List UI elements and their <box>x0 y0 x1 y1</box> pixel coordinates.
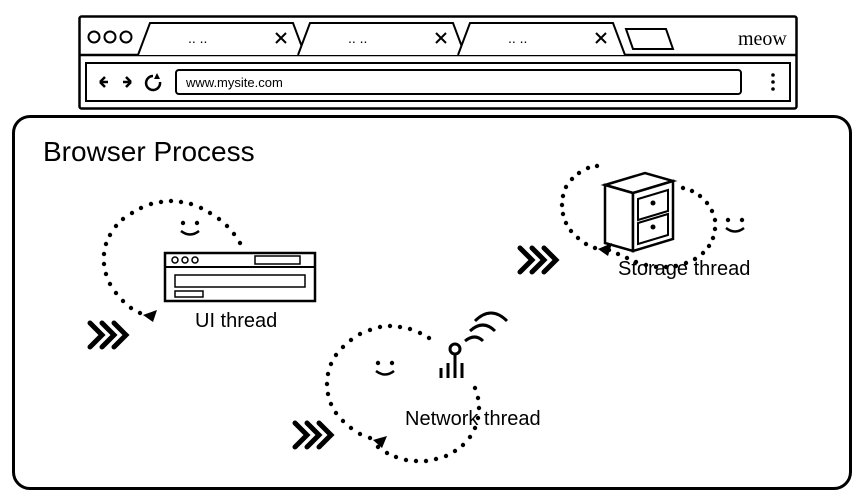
browser-process-box: Browser Process <box>12 115 852 490</box>
storage-thread-label: Storage thread <box>618 258 750 281</box>
storage-thread-icon <box>605 173 673 251</box>
network-thread-label: Network thread <box>405 408 541 431</box>
network-thread-icon <box>441 313 507 378</box>
browser-window: .. .. .. .. .. .. meow www.mysite.com <box>78 15 798 110</box>
storage-thread-chevrons <box>520 248 556 272</box>
tab-dots: .. .. <box>348 30 367 46</box>
ui-thread-label: UI thread <box>195 310 277 333</box>
ui-thread-icon <box>165 253 315 301</box>
network-thread-chevrons <box>295 423 331 447</box>
storage-thread-face <box>726 218 744 232</box>
browser-logo: meow <box>738 28 787 50</box>
ui-thread-chevrons <box>90 323 126 347</box>
tab-dots: .. .. <box>188 30 207 46</box>
tab-dots: .. .. <box>508 30 527 46</box>
url-text: www.mysite.com <box>185 75 283 90</box>
network-thread-face <box>376 361 394 375</box>
ui-thread-face <box>181 221 199 235</box>
